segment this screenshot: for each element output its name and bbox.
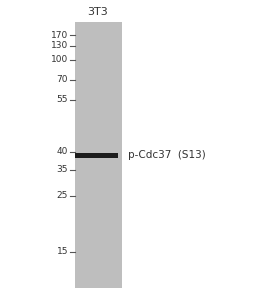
Bar bbox=[75, 22, 122, 288]
Text: 130: 130 bbox=[51, 41, 68, 50]
Bar bbox=[75, 152, 118, 158]
Text: 70: 70 bbox=[57, 76, 68, 85]
Text: 35: 35 bbox=[57, 166, 68, 175]
Text: 40: 40 bbox=[57, 148, 68, 157]
Text: p-Cdc37  (S13): p-Cdc37 (S13) bbox=[128, 150, 206, 160]
Text: 55: 55 bbox=[57, 95, 68, 104]
Text: 25: 25 bbox=[57, 191, 68, 200]
Text: 15: 15 bbox=[57, 248, 68, 256]
Text: 170: 170 bbox=[51, 31, 68, 40]
Text: 100: 100 bbox=[51, 56, 68, 64]
Text: 3T3: 3T3 bbox=[87, 7, 108, 17]
